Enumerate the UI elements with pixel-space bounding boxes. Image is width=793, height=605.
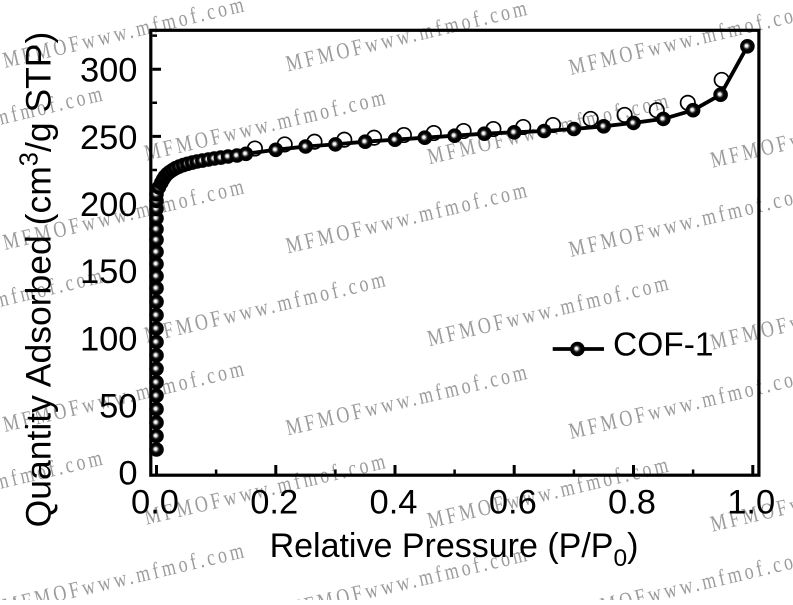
svg-text:COF-1: COF-1: [613, 326, 714, 363]
svg-text:Quantity Adsorbed (cm3/g STP): Quantity Adsorbed (cm3/g STP): [16, 32, 59, 528]
svg-text:150: 150: [80, 253, 138, 291]
svg-text:250: 250: [80, 119, 138, 157]
svg-text:1.0: 1.0: [727, 484, 775, 522]
svg-text:0.4: 0.4: [370, 484, 418, 522]
svg-text:50: 50: [99, 388, 137, 426]
svg-text:300: 300: [80, 52, 138, 90]
svg-text:0.0: 0.0: [131, 484, 179, 522]
svg-text:0: 0: [118, 455, 137, 493]
svg-text:0.2: 0.2: [250, 484, 298, 522]
svg-text:100: 100: [80, 320, 138, 358]
svg-text:200: 200: [80, 186, 138, 224]
svg-text:0.6: 0.6: [489, 484, 537, 522]
svg-text:0.8: 0.8: [608, 484, 656, 522]
svg-text:Relative Pressure (P/P0): Relative Pressure (P/P0): [270, 527, 639, 572]
